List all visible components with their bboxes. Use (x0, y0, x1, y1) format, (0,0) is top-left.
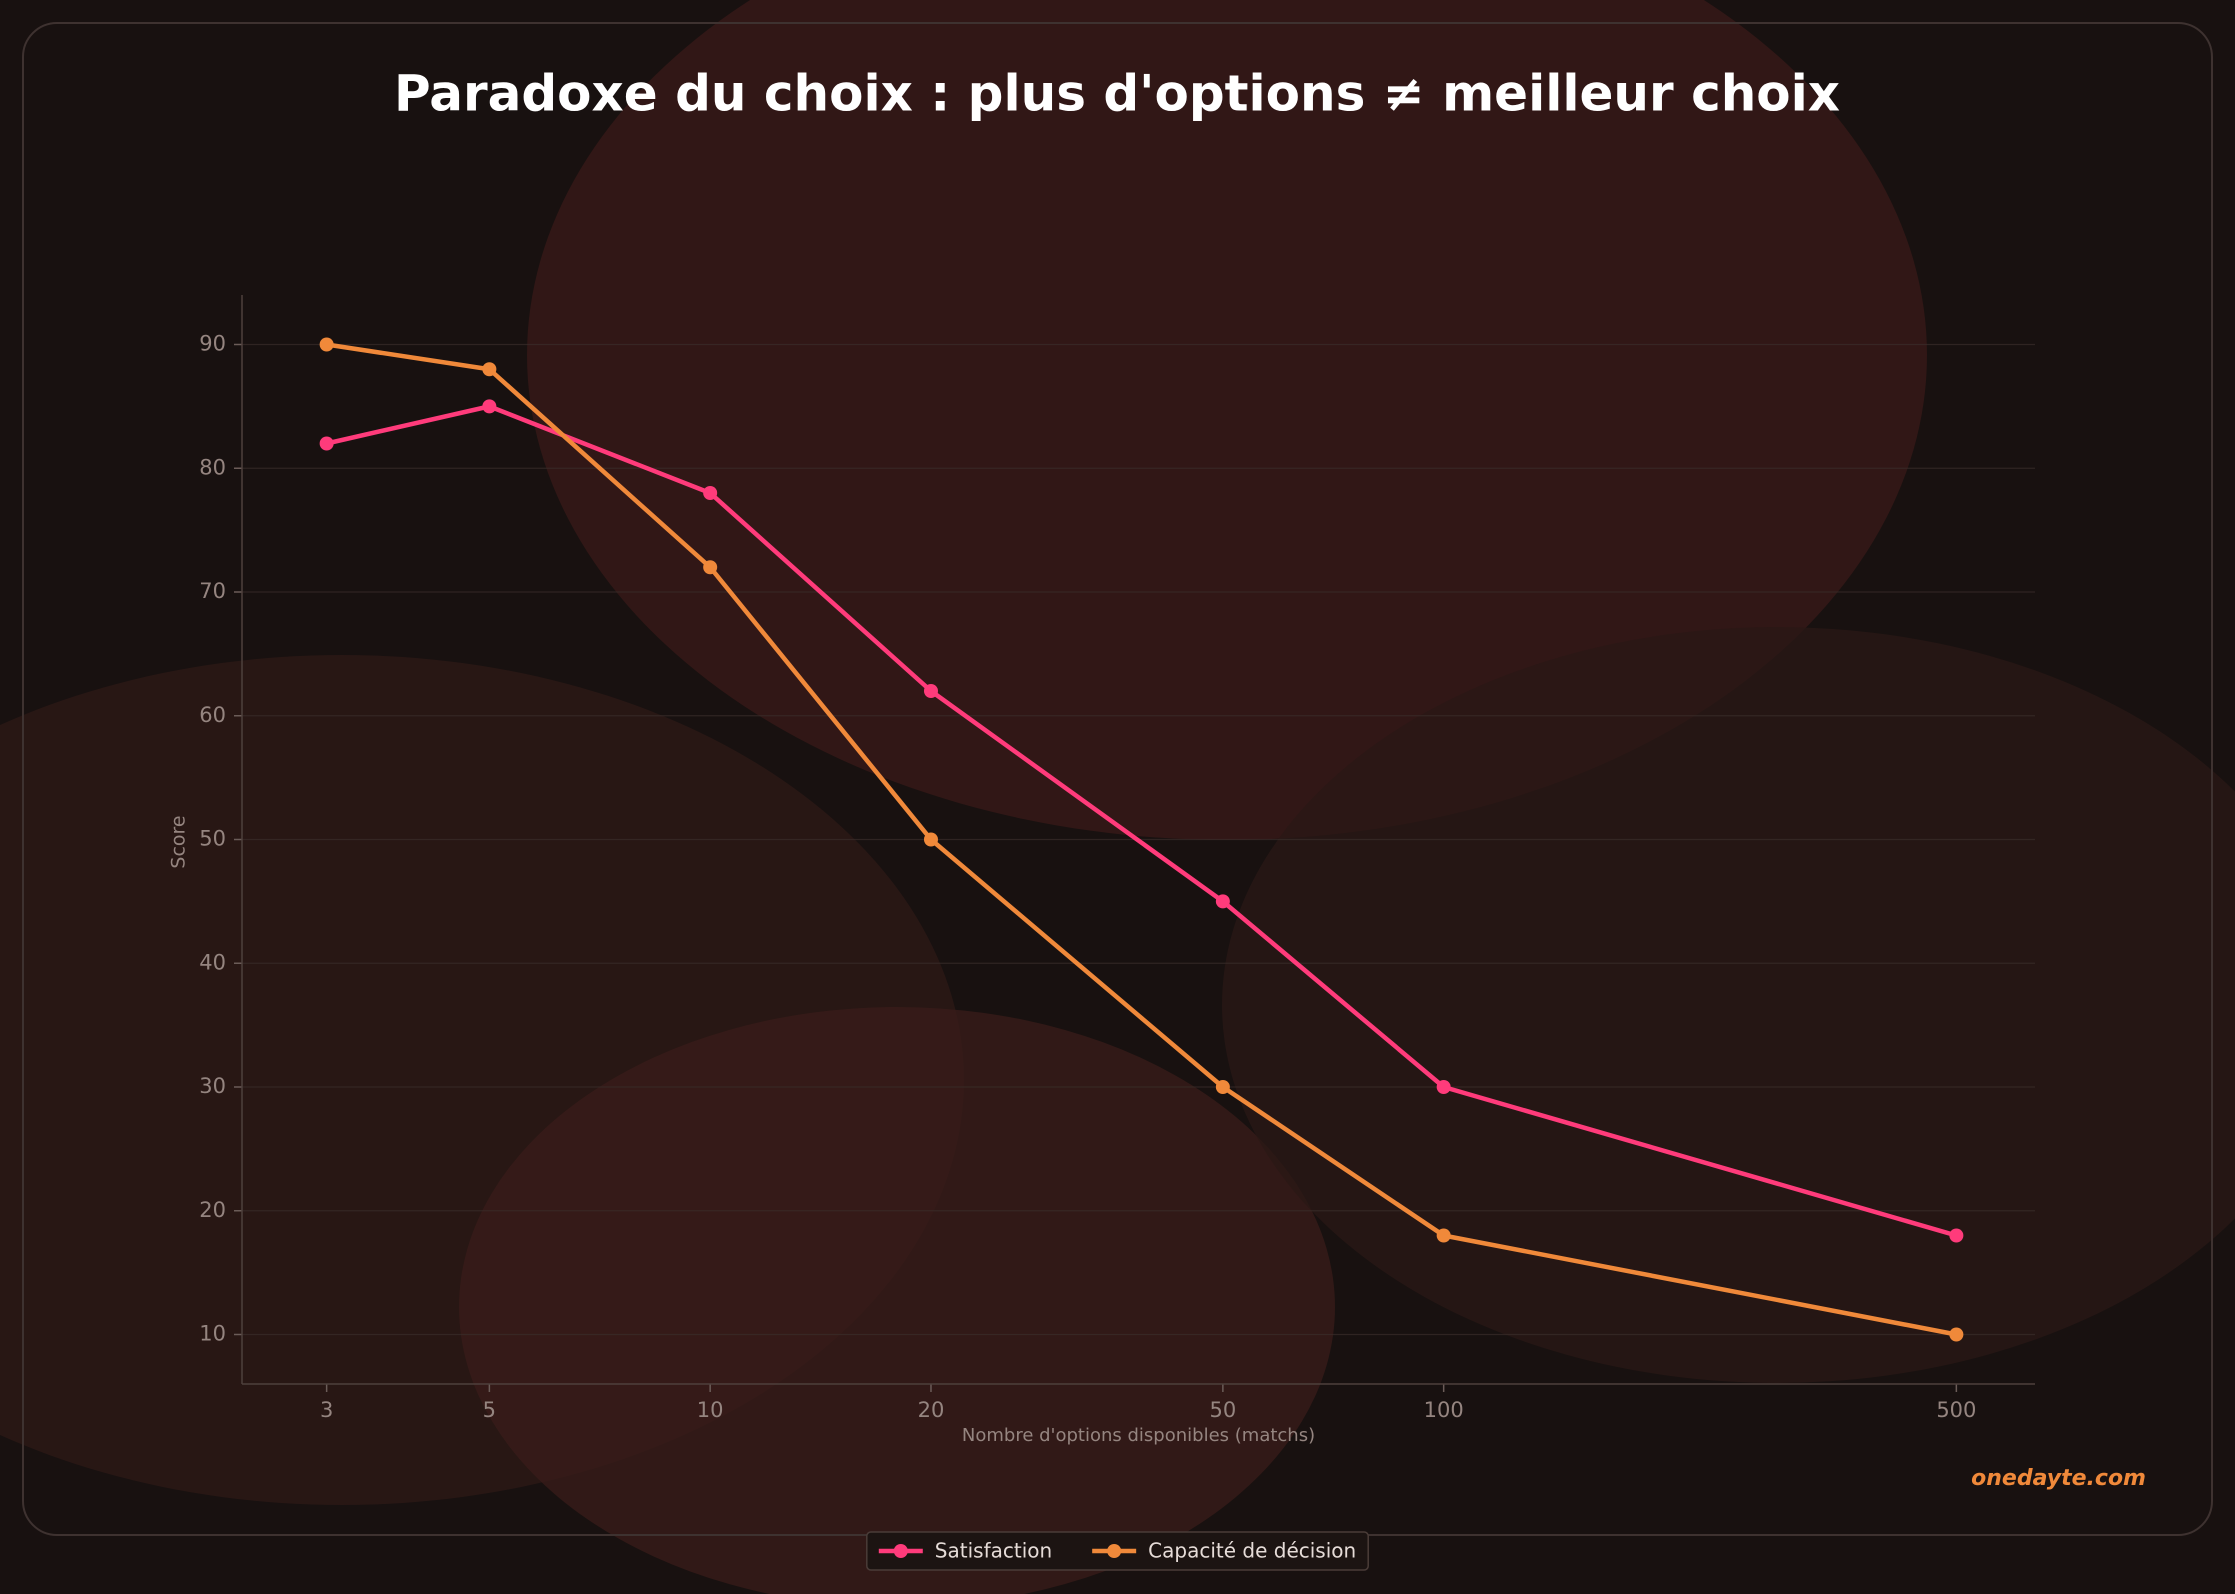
chart-title: Paradoxe du choix : plus d'options ≠ mei… (394, 65, 1840, 123)
data-point (319, 337, 334, 352)
y-tick-label: 40 (199, 950, 226, 974)
legend-item: Satisfaction (878, 1539, 1052, 1563)
legend: Satisfaction Capacité de décision (866, 1531, 1369, 1571)
legend-item: Capacité de décision (1092, 1539, 1356, 1563)
blob (527, 0, 1927, 840)
data-point (1436, 1080, 1451, 1094)
watermark: onedayte.com (1971, 1466, 2146, 1491)
legend-marker (1107, 1544, 1122, 1558)
data-point (482, 362, 497, 377)
x-axis-label: Nombre d'options disponibles (matchs) (962, 1425, 1315, 1446)
x-tick-label: 5 (483, 1398, 496, 1422)
x-tick-label: 50 (1209, 1398, 1236, 1422)
data-point (1949, 1327, 1964, 1342)
y-tick-label: 10 (199, 1322, 226, 1346)
legend-label: Capacité de décision (1148, 1539, 1356, 1563)
y-axis-label: Score (168, 815, 190, 868)
y-tick-label: 30 (199, 1074, 226, 1098)
blob (459, 1007, 1335, 1594)
data-point (703, 486, 718, 500)
data-point (482, 399, 497, 414)
data-point (703, 560, 718, 575)
y-tick-label: 90 (199, 332, 226, 356)
data-point (319, 436, 334, 451)
x-tick-label: 100 (1424, 1398, 1464, 1422)
x-tick-label: 500 (1936, 1398, 1976, 1422)
blob (1222, 627, 2235, 1383)
legend-marker (893, 1544, 908, 1558)
y-tick-label: 20 (199, 1198, 226, 1222)
data-point (1436, 1228, 1451, 1243)
y-tick-label: 80 (199, 455, 226, 479)
data-point (923, 684, 938, 698)
x-tick-label: 20 (918, 1398, 945, 1422)
data-point (1949, 1228, 1964, 1243)
x-tick-label: 10 (697, 1398, 724, 1422)
data-point (1215, 1080, 1230, 1094)
data-point (1215, 894, 1230, 909)
legend-label: Satisfaction (935, 1539, 1052, 1563)
y-tick-label: 50 (199, 827, 226, 851)
data-point (923, 832, 938, 847)
x-tick-label: 3 (320, 1398, 333, 1422)
y-tick-label: 60 (199, 703, 226, 727)
y-tick-label: 70 (199, 579, 226, 603)
